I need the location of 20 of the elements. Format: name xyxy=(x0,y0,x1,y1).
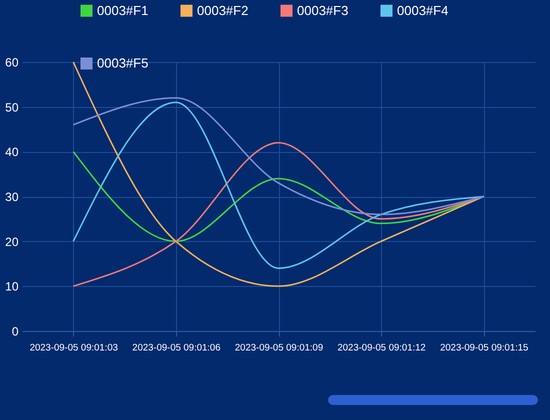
legend-label: 0003#F2 xyxy=(197,2,248,18)
line-series xyxy=(72,97,484,216)
legend-label: 0003#F5 xyxy=(97,56,148,70)
y-tick-label: 30 xyxy=(5,190,19,204)
y-tick-label: 60 xyxy=(5,56,19,70)
line-series xyxy=(72,142,484,287)
x-tick-label: 2023-09-05 09:01:12 xyxy=(337,342,426,354)
legend-label: 0003#F3 xyxy=(297,2,348,18)
x-tick-label: 2023-09-05 09:01:15 xyxy=(440,342,528,354)
legend-label: 0003#F1 xyxy=(97,2,148,18)
y-tick-label: 50 xyxy=(5,100,19,114)
y-tick-label: 0 xyxy=(12,324,19,338)
y-tick-label: 20 xyxy=(5,234,19,249)
x-tick-label: 2023-09-05 09:01:03 xyxy=(30,342,118,354)
line-series xyxy=(72,102,484,269)
legend-label: 0003#F4 xyxy=(397,2,448,18)
y-tick-label: 40 xyxy=(5,145,19,160)
y-tick-label: 10 xyxy=(5,280,19,294)
x-tick-label: 2023-09-05 09:01:09 xyxy=(234,342,324,354)
x-tick-label: 2023-09-05 09:01:06 xyxy=(132,342,221,354)
